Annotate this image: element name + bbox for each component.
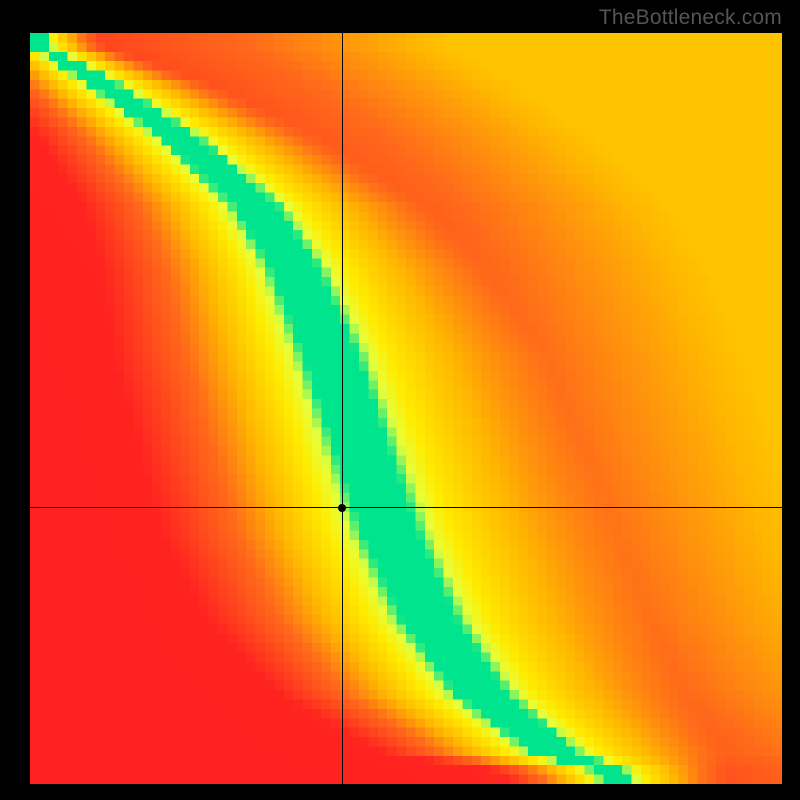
crosshair-vertical [342, 33, 343, 784]
crosshair-horizontal [30, 507, 782, 508]
crosshair-marker [338, 504, 346, 512]
heatmap-canvas [30, 33, 782, 784]
watermark-text: TheBottleneck.com [599, 6, 782, 30]
chart-container: TheBottleneck.com [0, 0, 800, 800]
